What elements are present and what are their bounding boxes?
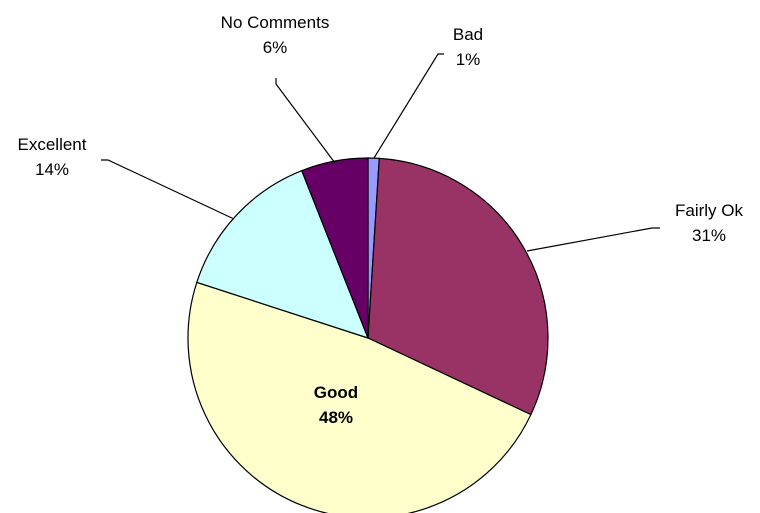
slices-layer (187, 157, 549, 513)
leader-line-fairly-ok (526, 227, 660, 252)
pie-slice-excellent (196, 169, 370, 339)
slice-label-value: 48% (319, 408, 353, 427)
pie-slice-good (187, 281, 532, 513)
leader-line-bad (373, 53, 444, 159)
slice-label-value: 31% (692, 226, 726, 245)
slice-label-no-comments: No Comments 6% (221, 13, 330, 57)
leader-lines-layer (101, 53, 660, 252)
slice-label-name: Good (314, 383, 358, 402)
labels-layer: Bad 1% Fairly Ok 31% Good 48% Excellent 14% No C… (18, 13, 744, 427)
slice-label-fairly-ok: Fairly Ok 31% (675, 201, 744, 245)
slice-label-excellent: Excellent 14% (18, 135, 87, 179)
slice-label-name: Bad (453, 25, 483, 44)
slice-label-name: No Comments (221, 13, 330, 32)
slice-label-value: 1% (456, 50, 481, 69)
slice-label-value: 6% (263, 38, 288, 57)
slice-label-good: Good 48% (314, 383, 358, 427)
leader-line-no-comments (275, 78, 336, 164)
slice-label-name: Fairly Ok (675, 201, 744, 220)
pie-slice-fairly-ok (367, 157, 549, 416)
slice-label-value: 14% (35, 160, 69, 179)
leader-line-excellent (101, 159, 235, 220)
slice-label-bad: Bad 1% (453, 25, 483, 69)
slice-label-name: Excellent (18, 135, 87, 154)
